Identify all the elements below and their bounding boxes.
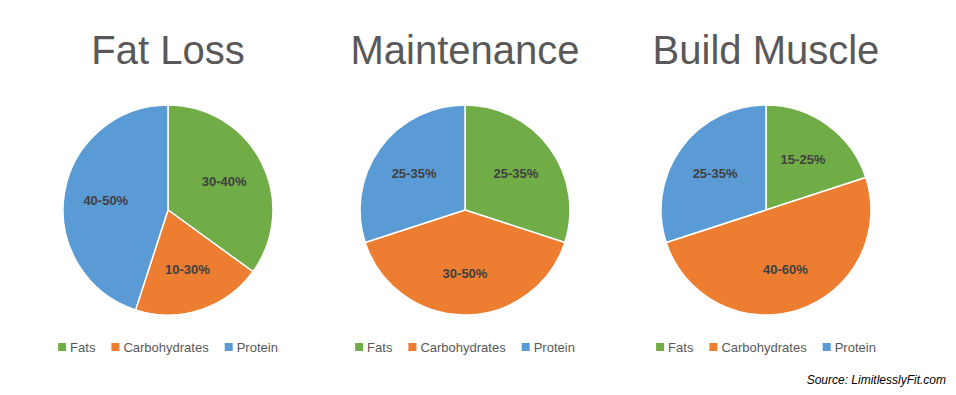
legend-item: Protein [823, 340, 876, 355]
chart-title: Maintenance [350, 28, 579, 72]
legend-item: Protein [225, 340, 278, 355]
legend-swatch [408, 343, 416, 351]
legend-item: Fats [58, 340, 96, 355]
legend-label: Carbohydrates [123, 340, 209, 355]
legend-item: Fats [355, 340, 393, 355]
pie-chart: Fat Loss 30-40% 10-30% 40-50% Fats Carbohydra… [58, 28, 278, 355]
data-labels: 15-25% 40-60% 25-35% [693, 152, 826, 278]
legend: Fats Carbohydrates Protein [355, 340, 575, 355]
slices [661, 105, 871, 315]
legend: Fats Carbohydrates Protein [58, 340, 278, 355]
legend-item: Protein [522, 340, 575, 355]
slices [63, 105, 273, 315]
data-label: 25-35% [392, 166, 437, 181]
pie-chart: Build Muscle 15-25% 40-60% 25-35% Fats Carboh… [653, 28, 880, 355]
legend-swatch [355, 343, 363, 351]
data-label: 25-35% [693, 166, 738, 181]
legend-swatch [823, 343, 831, 351]
legend-label: Protein [237, 340, 278, 355]
legend-label: Protein [835, 340, 876, 355]
legend-label: Fats [668, 340, 694, 355]
legend-item: Carbohydrates [111, 340, 209, 355]
legend-swatch [225, 343, 233, 351]
slices [360, 105, 570, 315]
legend-swatch [656, 343, 664, 351]
data-labels: 30-40% 10-30% 40-50% [83, 174, 247, 278]
chart-title: Build Muscle [653, 28, 880, 72]
data-label: 30-50% [443, 266, 488, 281]
data-label: 15-25% [781, 152, 826, 167]
legend-label: Protein [534, 340, 575, 355]
legend-item: Carbohydrates [709, 340, 807, 355]
data-labels: 25-35% 30-50% 25-35% [392, 166, 539, 281]
legend-label: Carbohydrates [721, 340, 807, 355]
pie-slice [63, 105, 168, 310]
pie-chart: Maintenance 25-35% 30-50% 25-35% Fats Carbohy… [350, 28, 579, 355]
data-label: 25-35% [494, 166, 539, 181]
data-label: 40-50% [83, 193, 128, 208]
chart-title: Fat Loss [91, 28, 244, 72]
data-label: 40-60% [763, 262, 808, 277]
figure: Fat Loss 30-40% 10-30% 40-50% Fats Carbohydra… [0, 0, 956, 395]
legend-label: Fats [70, 340, 96, 355]
legend-label: Carbohydrates [420, 340, 506, 355]
data-label: 10-30% [165, 262, 210, 277]
source-note: Source: LimitlesslyFit.com [807, 373, 946, 387]
legend-swatch [111, 343, 119, 351]
pie-slice [360, 105, 465, 242]
legend-swatch [522, 343, 530, 351]
data-label: 30-40% [202, 174, 247, 189]
legend: Fats Carbohydrates Protein [656, 340, 876, 355]
legend-swatch [709, 343, 717, 351]
pie-slice [661, 105, 766, 242]
legend-swatch [58, 343, 66, 351]
legend-item: Carbohydrates [408, 340, 506, 355]
legend-label: Fats [367, 340, 393, 355]
legend-item: Fats [656, 340, 694, 355]
